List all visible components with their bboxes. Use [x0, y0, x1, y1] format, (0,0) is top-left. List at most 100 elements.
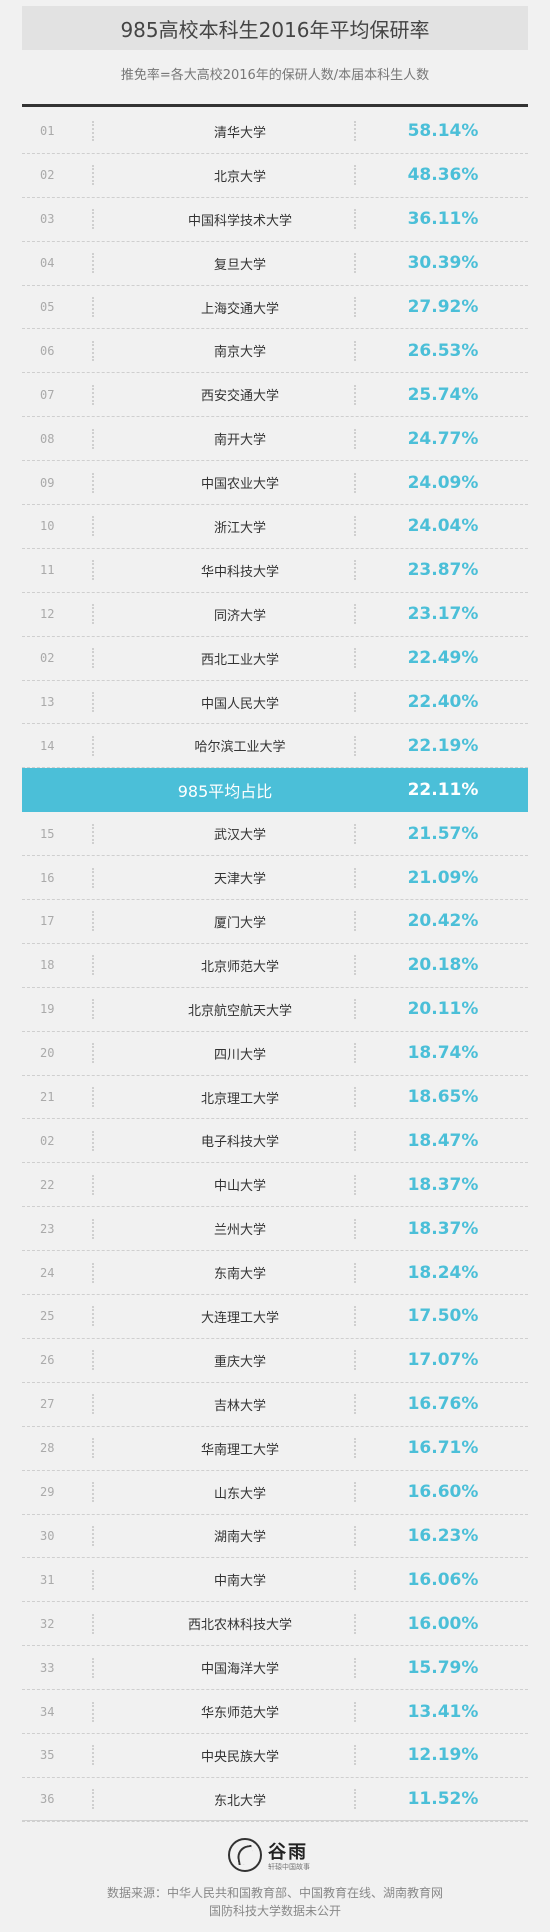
university-name: 山东大学: [213, 1486, 266, 1502]
dotted-separator: [92, 384, 96, 405]
university-name: 华南理工大学: [200, 1442, 279, 1458]
rank-number: 30: [40, 1528, 55, 1543]
brand-logo: 谷雨 轩辕中国故事: [228, 1838, 310, 1872]
rate-value: 30.39%: [407, 253, 479, 274]
table-row: 35 中央民族大学 12.19%: [22, 1734, 528, 1778]
rate-value: 21.09%: [407, 867, 479, 888]
table-row: 05 上海交通大学 27.92%: [22, 286, 528, 330]
rank-number: 18: [40, 958, 55, 973]
rate-value: 16.06%: [407, 1569, 479, 1590]
rate-value: 22.11%: [407, 780, 479, 801]
rate-value: 36.11%: [407, 209, 479, 230]
rate-value: 58.14%: [407, 121, 479, 142]
rate-value: 13.41%: [407, 1701, 479, 1722]
dotted-separator: [92, 1043, 96, 1064]
dotted-separator: [354, 428, 358, 449]
rate-value: 16.23%: [407, 1525, 479, 1546]
dotted-separator: [92, 1174, 96, 1195]
university-name: 东南大学: [213, 1267, 266, 1283]
dotted-separator: [92, 867, 96, 888]
university-name: 兰州大学: [213, 1223, 266, 1239]
page-title: 985高校本科生2016年平均保研率: [120, 17, 430, 42]
logo-subtitle: 轩辕中国故事: [268, 1863, 310, 1871]
dotted-separator: [354, 1306, 358, 1327]
rank-number: 12: [40, 607, 55, 622]
university-name: 华中科技大学: [200, 564, 279, 580]
dotted-separator: [92, 1525, 96, 1546]
dotted-separator: [354, 867, 358, 888]
rate-value: 23.87%: [407, 560, 479, 581]
rank-number: 16: [40, 870, 55, 885]
rate-value: 16.76%: [407, 1394, 479, 1415]
table-row: 16 天津大学 21.09%: [22, 856, 528, 901]
dotted-separator: [92, 340, 96, 361]
university-name: 同济大学: [213, 608, 266, 624]
rate-value: 18.74%: [407, 1043, 479, 1064]
university-name: 厦门大学: [213, 915, 266, 931]
table-row: 24 东南大学 18.24%: [22, 1251, 528, 1296]
table-row: 07 西安交通大学 25.74%: [22, 373, 528, 418]
table-row: 22 中山大学 18.37%: [22, 1163, 528, 1208]
rate-value: 16.00%: [407, 1613, 479, 1634]
table-row: 10 浙江大学 24.04%: [22, 505, 528, 549]
table-row: 11 华中科技大学 23.87%: [22, 549, 528, 593]
university-name: 中南大学: [213, 1574, 266, 1590]
rank-number: 13: [40, 695, 55, 710]
rank-number: 02: [40, 1133, 55, 1148]
university-name: 吉林大学: [213, 1398, 266, 1414]
rate-value: 26.53%: [407, 340, 479, 361]
rank-number: 23: [40, 1221, 55, 1236]
table-row: 08 南开大学 24.77%: [22, 417, 528, 462]
rank-number: 36: [40, 1792, 55, 1807]
university-name: 哈尔滨工业大学: [194, 740, 286, 756]
bottom-divider: [22, 1820, 528, 1821]
rank-number: 08: [40, 431, 55, 446]
table-row: 31 中南大学 16.06%: [22, 1558, 528, 1603]
dotted-separator: [92, 1745, 96, 1766]
dotted-separator: [354, 1701, 358, 1722]
table-row: 02 电子科技大学 18.47%: [22, 1119, 528, 1164]
dotted-separator: [92, 1350, 96, 1371]
rank-number: 14: [40, 738, 55, 753]
dotted-separator: [92, 604, 96, 625]
rank-number: 35: [40, 1748, 55, 1763]
rate-value: 16.60%: [407, 1482, 479, 1503]
rank-number: 25: [40, 1309, 55, 1324]
dotted-separator: [354, 1394, 358, 1415]
dotted-separator: [92, 1218, 96, 1239]
rank-number: 02: [40, 168, 55, 183]
university-name: 清华大学: [213, 125, 266, 141]
dotted-separator: [92, 1394, 96, 1415]
rank-number: 15: [40, 826, 55, 841]
dotted-separator: [92, 1130, 96, 1151]
rate-value: 12.19%: [407, 1745, 479, 1766]
dotted-separator: [354, 735, 358, 756]
table-row: 20 四川大学 18.74%: [22, 1032, 528, 1076]
university-name: 北京理工大学: [200, 1091, 279, 1107]
dotted-separator: [354, 560, 358, 581]
dotted-separator: [92, 911, 96, 932]
rate-value: 21.57%: [407, 823, 479, 844]
table-row: 03 中国科学技术大学 36.11%: [22, 198, 528, 242]
table-row: 12 同济大学 23.17%: [22, 593, 528, 637]
rank-number: 10: [40, 519, 55, 534]
rank-number: 09: [40, 475, 55, 490]
dotted-separator: [92, 121, 96, 142]
rank-number: 27: [40, 1397, 55, 1412]
rank-number: 07: [40, 387, 55, 402]
dotted-separator: [354, 823, 358, 844]
dotted-separator: [354, 1130, 358, 1151]
dotted-separator: [354, 692, 358, 713]
rate-value: 20.18%: [407, 955, 479, 976]
rate-value: 27.92%: [407, 297, 479, 317]
rank-number: 28: [40, 1441, 55, 1456]
rank-number: 21: [40, 1090, 55, 1105]
dotted-separator: [92, 165, 96, 186]
table-row: 09 中国农业大学 24.09%: [22, 461, 528, 506]
rate-value: 23.17%: [407, 604, 479, 625]
table-row: 25 大连理工大学 17.50%: [22, 1295, 528, 1339]
university-name: 西安交通大学: [200, 389, 279, 405]
dotted-separator: [354, 384, 358, 405]
rank-number: 20: [40, 1046, 55, 1061]
university-name: 中山大学: [213, 1179, 266, 1195]
